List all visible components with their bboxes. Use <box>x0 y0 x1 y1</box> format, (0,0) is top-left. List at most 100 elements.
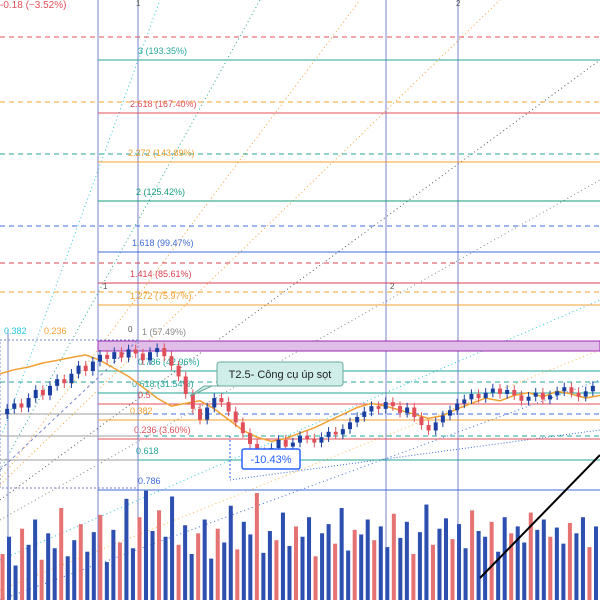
candle-body <box>183 376 188 394</box>
volume-bar <box>463 548 468 600</box>
volume-bar <box>157 510 162 600</box>
time-marker-mid-1: 1 <box>103 282 108 291</box>
candle-body <box>148 352 152 361</box>
annotation-text: T2.5- Công cụ úp sọt <box>229 369 332 381</box>
candle-body <box>55 379 60 386</box>
fib-level-label: 0.618 <box>136 446 159 456</box>
volume-bar <box>554 527 559 600</box>
candle-body <box>405 407 410 413</box>
highlight-zone <box>97 340 600 352</box>
candle-body <box>483 392 488 399</box>
volume-bar <box>450 539 455 600</box>
candle-body <box>590 385 595 392</box>
time-marker-mid-2: 2 <box>390 282 395 291</box>
volume-bar <box>72 540 77 600</box>
volume-bar <box>365 519 370 600</box>
candle-body <box>419 416 424 426</box>
candle-body <box>476 394 481 399</box>
candle-body <box>319 437 324 443</box>
time-marker-top-2: 2 <box>456 0 461 8</box>
volume-bar <box>137 517 142 600</box>
candle-body <box>305 435 310 439</box>
candle-body <box>126 349 131 358</box>
volume-bar <box>202 519 207 600</box>
volume-bar <box>117 542 122 600</box>
volume-bar <box>52 548 57 600</box>
candle-body <box>455 403 460 411</box>
volume-bar <box>26 544 31 600</box>
volume-bar <box>176 544 181 600</box>
fib-level-label: 0.618 (31.54%) <box>132 379 194 389</box>
volume-bar <box>111 529 116 600</box>
volume-bar <box>437 528 442 600</box>
candle-body <box>176 365 181 377</box>
candle-body <box>69 373 74 384</box>
volume-bar <box>7 536 12 600</box>
volume-bar <box>339 508 344 600</box>
candle-body <box>26 398 31 408</box>
candle-body <box>112 352 117 359</box>
volume-bar <box>457 524 462 600</box>
candle-body <box>440 415 445 423</box>
volume-bar <box>346 550 351 600</box>
fib-level-label: 0.786 <box>138 476 161 486</box>
time-markers: 1 2 1 2 0 <box>103 0 461 334</box>
volume-bar <box>65 556 70 600</box>
fib-level-label: 2.618 (167.40%) <box>130 99 197 109</box>
volume-bar <box>215 528 220 600</box>
fib-level-label: 0.382 <box>130 406 153 416</box>
volume-bar <box>411 554 416 600</box>
volume-bar <box>391 513 396 600</box>
volume-bar <box>261 552 266 600</box>
candle-body <box>433 422 438 431</box>
volume-bar <box>287 545 292 600</box>
volume-bar <box>196 533 201 600</box>
volume-bar <box>541 519 546 600</box>
time-marker-zero: 0 <box>128 325 133 334</box>
volume-bar <box>0 554 5 600</box>
percent-change-badge[interactable]: -10.43% <box>229 436 301 480</box>
volume-bar <box>398 537 403 600</box>
candle-body <box>383 402 388 409</box>
candle-body <box>248 433 252 444</box>
candle-body <box>390 402 395 407</box>
fib-level-label: 2 (125.42%) <box>136 187 185 197</box>
volume-bar <box>574 533 579 600</box>
candle-body <box>576 392 581 397</box>
candle-body <box>398 406 402 413</box>
candle-body <box>355 416 360 423</box>
volume-bar <box>385 547 390 600</box>
volume-bar <box>104 562 109 600</box>
volume-bar <box>130 548 135 600</box>
candle-body <box>583 391 588 397</box>
candle-body <box>276 439 281 448</box>
candle-body <box>233 411 238 423</box>
volume-bar <box>98 514 103 600</box>
fib-left-label-0382: 0.382 <box>4 326 27 336</box>
volume-bar <box>78 524 83 600</box>
candle-body <box>119 352 124 358</box>
candle-body <box>555 391 560 396</box>
top-left-change-label: -0.18 (−3.52%) <box>0 0 66 11</box>
candle-body <box>240 422 245 434</box>
candle-body <box>12 403 17 409</box>
volume-bar <box>39 559 44 600</box>
candle-body <box>540 392 545 400</box>
volume-bar <box>170 496 175 600</box>
candle-body <box>548 395 552 400</box>
volume-bar <box>430 544 435 600</box>
candle-body <box>255 443 260 453</box>
candle-body <box>519 395 524 401</box>
candle-body <box>526 396 531 401</box>
candle-body <box>462 399 467 404</box>
volume-bar <box>46 533 51 600</box>
annotation-bubble[interactable]: T2.5- Công cụ úp sọt <box>189 361 344 397</box>
candle-body <box>412 407 417 417</box>
candle-body <box>205 407 210 420</box>
volume-bar <box>20 528 25 600</box>
trend-line <box>479 454 600 579</box>
fib-extension-levels: 3 (193.35%) 2.618 (167.40%) 2.272 (143.89%… <box>98 46 600 491</box>
candle-body <box>219 398 224 403</box>
volume-bar <box>535 529 540 600</box>
